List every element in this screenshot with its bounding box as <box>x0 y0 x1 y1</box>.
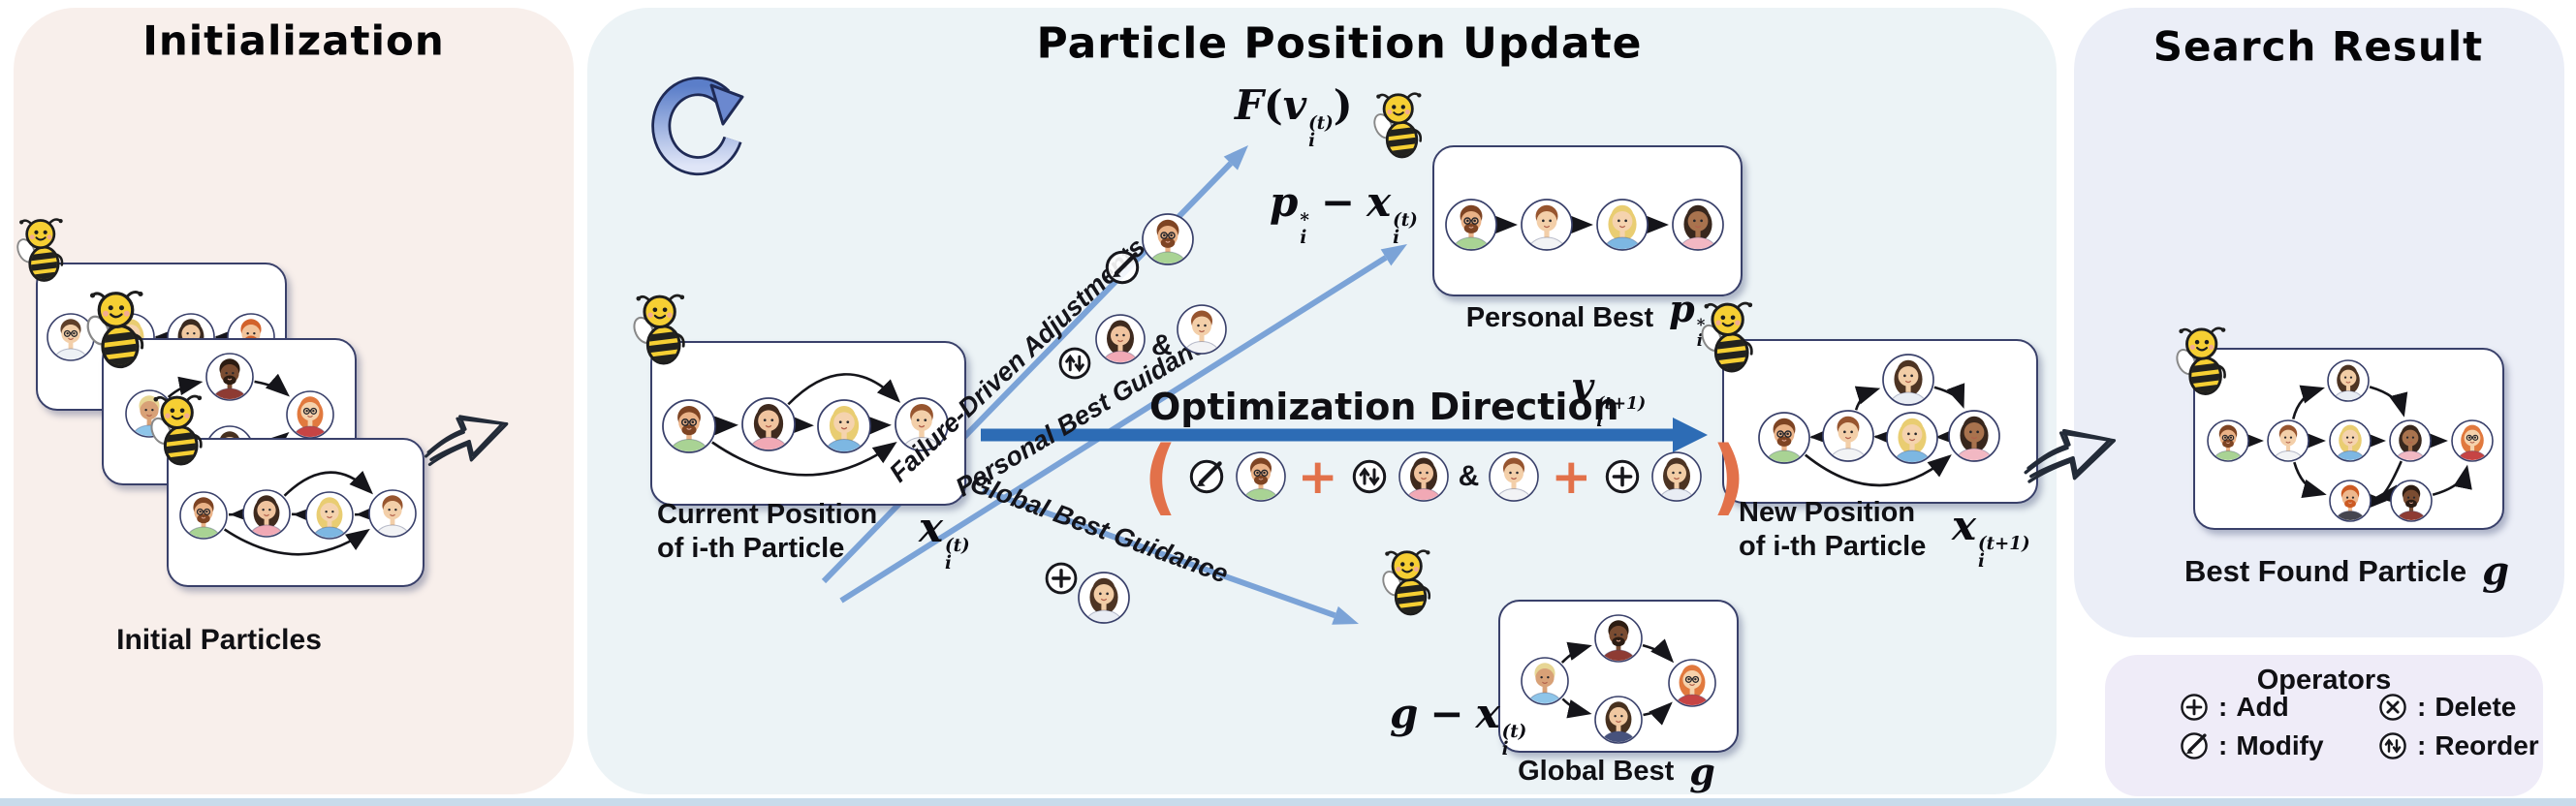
legend-item-modify: : Modify <box>2179 730 2377 761</box>
particle-card-global-best <box>1498 600 1739 753</box>
bee-icon <box>85 287 149 376</box>
panel-search-result <box>2074 8 2564 637</box>
modify-icon <box>2179 730 2210 761</box>
panel-operators-legend <box>2105 655 2543 796</box>
operators-legend: : Add : Delete : Modify : Reorder <box>2179 692 2539 761</box>
legend-title: Operators <box>2256 665 2392 696</box>
avatar <box>1489 451 1540 502</box>
title-initialization: Initialization <box>142 16 445 65</box>
formula-x-t1: x (t+1) i <box>1952 502 2030 573</box>
sketch-arrow-icon <box>2010 389 2129 500</box>
bee-icon <box>2175 324 2231 402</box>
legend-item-reorder: : Reorder <box>2377 730 2539 761</box>
label-optimization-direction: Optimization Direction <box>1149 386 1619 428</box>
particle-card-current-position <box>650 341 966 506</box>
bee-icon <box>632 291 690 372</box>
formula-fitness: F(v (t) i) <box>1235 81 1353 152</box>
legend-item-add: : Add <box>2179 692 2377 723</box>
bee-icon <box>1372 89 1427 166</box>
particle-card-init-3 <box>167 438 424 587</box>
avatar <box>1078 572 1130 624</box>
formula-x-t: x (t) i <box>919 504 970 574</box>
particle-card-best-found <box>2193 348 2504 530</box>
add-icon <box>1043 560 1080 597</box>
reorder-icon <box>1056 345 1093 382</box>
refresh-loop-icon <box>642 68 748 182</box>
orange-paren: ) <box>1712 427 1745 525</box>
bee-icon <box>149 391 207 473</box>
delete-icon <box>2377 692 2408 723</box>
orange-paren: ( <box>1144 427 1178 525</box>
avatar <box>1142 213 1194 265</box>
formula-g-minus-x: g − x (t) i <box>1390 690 1527 760</box>
legend-item-delete: : Delete <box>2377 692 2539 723</box>
avatar <box>1177 304 1227 355</box>
ampersand: & <box>1458 460 1480 492</box>
label-personal-best: Personal Best p * i <box>1465 287 1706 351</box>
bottom-divider <box>0 798 2576 806</box>
formula-v-next: v (t+1) i <box>1572 364 1647 431</box>
particle-card-new-position <box>1722 339 2038 504</box>
reorder-icon <box>2377 730 2408 761</box>
label-current-position: Current Position of i-th Particle <box>657 499 878 565</box>
avatar <box>1095 314 1146 364</box>
orange-plus: + <box>1551 449 1592 505</box>
avatar <box>1398 451 1449 502</box>
title-particle-position-update: Particle Position Update <box>1036 18 1643 69</box>
title-search-result: Search Result <box>2152 22 2484 71</box>
label-new-position: New Position of i-th Particle <box>1739 497 1927 563</box>
velocity-expression: ( + & +) <box>1144 427 1745 525</box>
ampersand: & <box>1151 329 1173 361</box>
label-global-best: Global Best g <box>1518 750 1715 793</box>
add-icon <box>2179 692 2210 723</box>
modify-icon <box>1103 248 1142 287</box>
avatar <box>1235 451 1286 502</box>
add-icon <box>1603 457 1642 496</box>
label-best-found-particle: Best Found Particle g <box>2183 548 2510 594</box>
sketch-arrow-icon <box>414 375 518 483</box>
avatar <box>1651 451 1703 502</box>
formula-pbest-minus-x: p * i − x (t) i <box>1270 178 1418 249</box>
bee-icon <box>1700 298 1758 380</box>
bee-icon <box>16 215 68 289</box>
modify-icon <box>1187 457 1226 496</box>
reorder-icon <box>1350 457 1389 496</box>
particle-card-personal-best <box>1432 145 1743 296</box>
label-initial-particles: Initial Particles <box>116 624 322 656</box>
bee-icon <box>1381 546 1435 623</box>
orange-plus: + <box>1297 449 1338 505</box>
